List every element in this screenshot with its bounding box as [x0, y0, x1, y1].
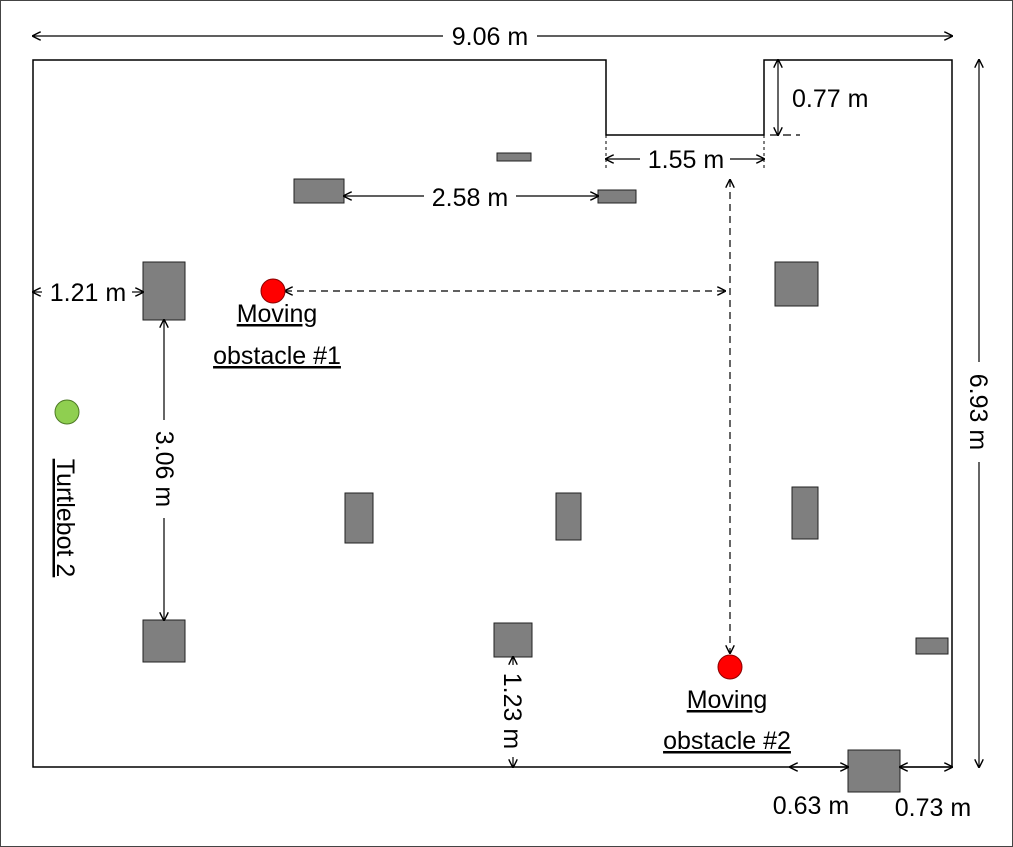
obstacle2-label-line2: obstacle #2: [663, 727, 791, 755]
dim-bottom-right-right-gap: 0.73 m: [895, 794, 971, 822]
obstacle2-label-line1: Moving: [687, 686, 768, 714]
obstacle-bottom-right: [847, 749, 901, 793]
dim-bottom-gap: 1.23 m: [498, 673, 526, 749]
dim-notch-depth: 0.77 m: [792, 85, 868, 113]
obstacle-mid-right: [791, 486, 819, 540]
static-obstacles: [142, 152, 949, 793]
obstacle-top-left: [293, 178, 345, 204]
obstacle-right-upper: [774, 261, 819, 307]
dim-bottom-right-left-gap: 0.63 m: [773, 792, 849, 820]
dim-notch-width: 1.55 m: [648, 146, 724, 174]
moving-obstacle-2: [717, 654, 743, 680]
dim-left-wall-gap: 1.21 m: [50, 279, 126, 307]
obstacle1-label-line2: obstacle #1: [213, 342, 341, 370]
dim-top-obstacle-gap: 2.58 m: [432, 184, 508, 212]
obstacle-left-upper: [142, 261, 186, 321]
obstacle-left-lower: [142, 619, 186, 663]
obstacle-mid-center: [555, 492, 582, 541]
obstacle1-label-line1: Moving: [237, 300, 318, 328]
obstacle-top-right: [597, 189, 637, 204]
turtlebot-label: Turtlebot 2: [51, 459, 79, 578]
obstacle-top-small: [496, 152, 532, 162]
obstacle-mid-left: [344, 492, 374, 544]
obstacle-right-edge: [915, 637, 949, 655]
turtlebot-robot: [54, 399, 80, 425]
dim-total-width: 9.06 m: [452, 23, 528, 51]
obstacle-bottom-center: [493, 622, 533, 658]
dim-total-height: 6.93 m: [964, 374, 992, 450]
moving-obstacle-1: [260, 278, 286, 304]
room-outline: [32, 59, 953, 768]
dim-left-column-gap: 3.06 m: [150, 431, 178, 507]
